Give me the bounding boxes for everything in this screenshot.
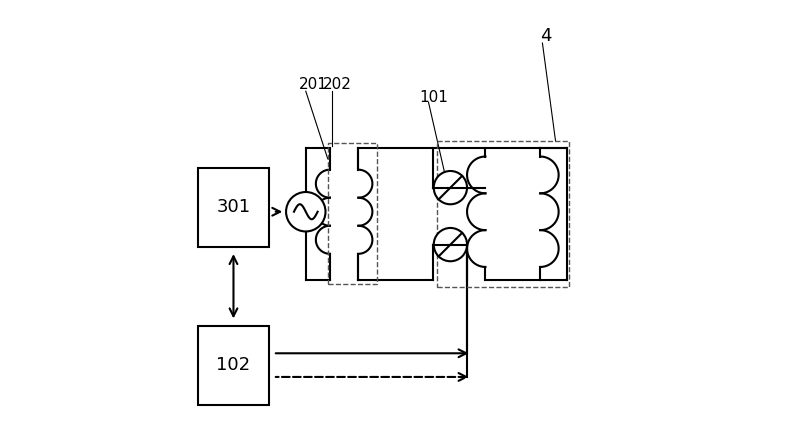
Circle shape (286, 192, 326, 232)
Text: 202: 202 (323, 77, 352, 92)
Text: 201: 201 (299, 77, 328, 92)
FancyBboxPatch shape (198, 168, 269, 247)
FancyBboxPatch shape (198, 325, 269, 404)
Circle shape (434, 171, 467, 204)
Text: 4: 4 (540, 27, 552, 45)
Circle shape (434, 228, 467, 261)
Text: 102: 102 (217, 356, 250, 374)
Text: 301: 301 (217, 198, 250, 217)
Text: 101: 101 (419, 90, 448, 105)
